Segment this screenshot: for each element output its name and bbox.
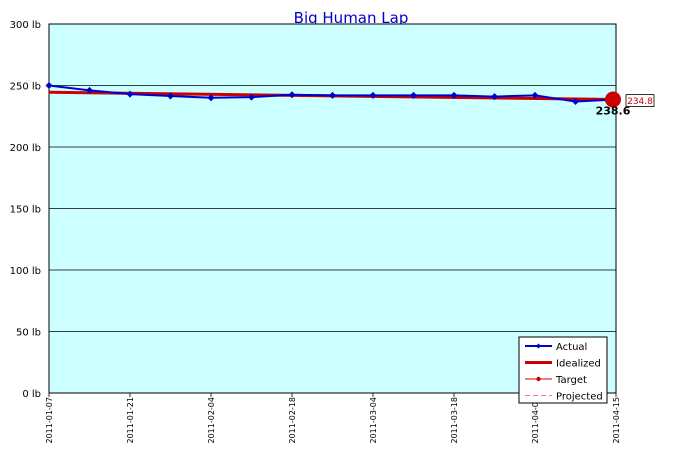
x-axis: 2011-01-07 2011-01-21 2011-02-04 2011-02-18… [45,393,621,444]
legend-marker [536,343,541,349]
legend-label: Projected [556,392,603,403]
data-point-actual [450,91,458,99]
x-tick-label: 2011-03-18 [450,397,459,444]
last-value-label: 238.6 [596,105,631,118]
legend-marker [536,376,541,382]
grid [49,85,616,332]
data-point-actual [248,93,255,101]
y-tick-label: 200 lb [10,143,41,154]
data-point-actual [329,91,336,99]
data-point-target [605,91,621,108]
target-value-box [625,94,655,107]
data-point-actual [207,94,215,102]
target-value-label: 234.8 [627,97,653,107]
y-tick-label: 150 lb [10,205,41,216]
y-tick-label: 50 lb [16,328,41,339]
y-tick-label: 250 lb [10,82,41,93]
x-tick-label: 2011-02-18 [288,397,297,444]
data-point-actual [572,97,579,105]
y-tick-label: 100 lb [10,266,41,277]
legend-label: Actual [556,342,587,353]
data-point-actual [410,91,417,99]
x-tick-label: 2011-04-01 [531,397,540,444]
legend-label: Idealized [556,359,601,370]
y-axis: 0 lb 50 lb 100 lb 150 lb 200 lb 250 lb 300 lb [10,20,41,400]
y-tick-label: 300 lb [10,20,41,31]
x-tick-label: 2011-01-21 [126,397,135,444]
x-tick-label: 2011-03-04 [369,397,378,444]
chart-title: Big Human Lap [294,9,409,27]
data-point-actual [531,91,539,99]
legend-label: Target [555,375,587,386]
data-point-actual [167,92,174,100]
data-point-actual [126,90,134,98]
data-point-actual [491,93,498,101]
y-tick-label: 0 lb [22,389,41,400]
data-point-actual [288,91,296,99]
series-layer [45,82,621,108]
legend-box [518,336,608,404]
x-tick-label: 2011-02-04 [207,397,216,444]
data-point-actual [86,86,93,94]
data-point-actual [369,91,377,99]
annotations: 238.6 234.8 [596,94,655,118]
x-tick-label: 2011-04-15 [612,397,621,444]
legend: Actual Idealized Target Projected [518,336,608,404]
x-tick-label: 2011-01-07 [45,397,54,444]
data-point-actual [45,82,53,89]
